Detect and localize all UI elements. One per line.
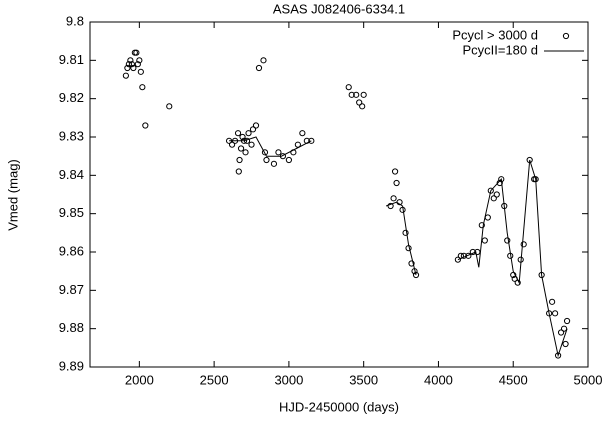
- data-point: [484, 214, 491, 221]
- data-point: [166, 103, 173, 110]
- data-point: [520, 241, 527, 248]
- data-point: [554, 352, 562, 359]
- data-point: [228, 141, 236, 148]
- x-axis-label: HJD-2450000 (days): [279, 399, 399, 414]
- data-point: [142, 122, 149, 129]
- legend-label: PcycII=180 d: [462, 42, 538, 57]
- data-point: [345, 84, 352, 91]
- data-point: [236, 156, 243, 164]
- data-point: [510, 271, 517, 279]
- data-point: [235, 168, 242, 175]
- data-point: [275, 149, 282, 156]
- data-point: [245, 130, 252, 137]
- data-point: [248, 141, 255, 148]
- x-tick-label: 4000: [424, 372, 453, 387]
- y-tick-label: 9.87: [59, 282, 84, 297]
- data-point: [412, 271, 420, 279]
- data-point: [122, 72, 129, 79]
- data-point: [239, 133, 246, 141]
- data-point: [124, 64, 131, 72]
- data-point: [137, 68, 144, 75]
- data-point: [285, 156, 293, 164]
- data-point: [390, 195, 397, 202]
- data-point: [504, 237, 511, 244]
- data-point: [551, 310, 559, 317]
- data-point: [130, 64, 137, 72]
- y-tick-label: 9.85: [59, 205, 84, 220]
- data-point: [490, 195, 497, 202]
- data-point: [127, 57, 134, 64]
- data-point: [402, 229, 409, 236]
- x-tick-label: 3000: [274, 372, 303, 387]
- y-axis-label: Vmed (mag): [5, 159, 20, 231]
- data-point: [136, 57, 143, 64]
- data-point: [546, 310, 553, 317]
- chart-title: ASAS J082406-6334.1: [273, 1, 405, 16]
- data-point: [481, 237, 488, 244]
- data-point: [562, 340, 569, 348]
- x-tick-label: 2500: [200, 372, 229, 387]
- data-point: [234, 130, 242, 137]
- data-point: [252, 122, 260, 129]
- data-point: [270, 160, 278, 167]
- data-point: [139, 84, 146, 91]
- data-point: [348, 91, 355, 98]
- data-point: [478, 222, 485, 229]
- data-point: [393, 179, 400, 187]
- data-point: [260, 57, 267, 64]
- x-tick-label: 2000: [125, 372, 154, 387]
- data-point: [308, 137, 315, 144]
- y-tick-label: 9.88: [59, 320, 84, 335]
- data-point: [133, 49, 140, 56]
- data-point: [387, 202, 394, 210]
- data-point: [299, 130, 306, 137]
- data-point: [353, 91, 360, 98]
- data-point: [408, 260, 415, 267]
- legend-symbol: [562, 32, 570, 40]
- data-point: [391, 168, 399, 175]
- data-point: [557, 329, 565, 336]
- data-point: [237, 145, 245, 152]
- y-tick-label: 9.8: [66, 13, 84, 28]
- data-line: [229, 136, 568, 358]
- plot-frame: [89, 21, 589, 368]
- data-point: [487, 187, 494, 194]
- x-tick-label: 3500: [349, 372, 378, 387]
- y-tick-label: 9.86: [59, 243, 84, 258]
- data-point: [563, 317, 571, 325]
- data-point: [360, 91, 367, 98]
- data-point: [134, 61, 141, 68]
- data-point: [454, 256, 461, 263]
- x-tick-label: 4500: [499, 372, 528, 387]
- data-point: [255, 64, 263, 72]
- data-point: [359, 103, 366, 110]
- y-tick-label: 9.82: [59, 90, 84, 105]
- data-point: [128, 61, 135, 68]
- data-point: [242, 149, 249, 156]
- y-tick-label: 9.81: [59, 52, 84, 67]
- data-point: [356, 99, 363, 106]
- data-point: [493, 191, 500, 198]
- data-point: [249, 126, 257, 133]
- data-point: [560, 325, 568, 332]
- y-tick-label: 9.84: [59, 167, 84, 182]
- data-point: [261, 149, 269, 156]
- data-point: [125, 61, 132, 68]
- x-tick-label: 5000: [574, 372, 603, 387]
- y-tick-label: 9.89: [59, 358, 84, 373]
- y-tick-label: 9.83: [59, 128, 84, 143]
- legend-label: Pcycl > 3000 d: [452, 27, 538, 42]
- data-point: [549, 298, 556, 305]
- data-point: [263, 156, 270, 164]
